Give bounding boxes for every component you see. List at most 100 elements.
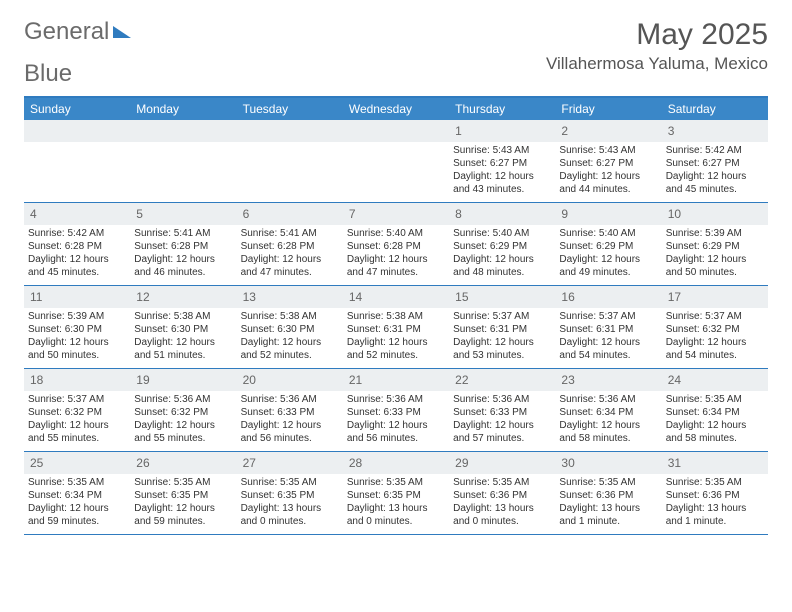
daylight-text: and 56 minutes. bbox=[347, 432, 445, 445]
sunrise-text: Sunrise: 5:36 AM bbox=[347, 393, 445, 406]
daylight-text: Daylight: 12 hours bbox=[666, 170, 764, 183]
sunrise-text: Sunrise: 5:35 AM bbox=[28, 476, 126, 489]
sunrise-text: Sunrise: 5:38 AM bbox=[134, 310, 232, 323]
day-cell: 27Sunrise: 5:35 AMSunset: 6:35 PMDayligh… bbox=[237, 452, 343, 534]
daylight-text: and 47 minutes. bbox=[347, 266, 445, 279]
daylight-text: Daylight: 13 hours bbox=[241, 502, 339, 515]
day-number-row: 2 bbox=[555, 120, 661, 142]
daylight-text: Daylight: 12 hours bbox=[134, 336, 232, 349]
daylight-text: and 58 minutes. bbox=[559, 432, 657, 445]
day-number: 5 bbox=[136, 207, 143, 221]
day-cell: 18Sunrise: 5:37 AMSunset: 6:32 PMDayligh… bbox=[24, 369, 130, 451]
sunrise-text: Sunrise: 5:38 AM bbox=[347, 310, 445, 323]
day-cell: 21Sunrise: 5:36 AMSunset: 6:33 PMDayligh… bbox=[343, 369, 449, 451]
daylight-text: and 45 minutes. bbox=[28, 266, 126, 279]
sunset-text: Sunset: 6:27 PM bbox=[666, 157, 764, 170]
day-number: 3 bbox=[668, 124, 675, 138]
day-cell: 12Sunrise: 5:38 AMSunset: 6:30 PMDayligh… bbox=[130, 286, 236, 368]
day-number: 25 bbox=[30, 456, 43, 470]
daylight-text: Daylight: 12 hours bbox=[28, 419, 126, 432]
sunset-text: Sunset: 6:36 PM bbox=[666, 489, 764, 502]
sunrise-text: Sunrise: 5:37 AM bbox=[453, 310, 551, 323]
day-number: 2 bbox=[561, 124, 568, 138]
day-number: 23 bbox=[561, 373, 574, 387]
day-number bbox=[349, 124, 352, 138]
daylight-text: Daylight: 12 hours bbox=[347, 419, 445, 432]
day-cell: 11Sunrise: 5:39 AMSunset: 6:30 PMDayligh… bbox=[24, 286, 130, 368]
sunrise-text: Sunrise: 5:35 AM bbox=[453, 476, 551, 489]
sunset-text: Sunset: 6:31 PM bbox=[347, 323, 445, 336]
day-number-row: 23 bbox=[555, 369, 661, 391]
weekday-header-row: SundayMondayTuesdayWednesdayThursdayFrid… bbox=[24, 98, 768, 120]
sunset-text: Sunset: 6:35 PM bbox=[134, 489, 232, 502]
daylight-text: and 0 minutes. bbox=[453, 515, 551, 528]
day-number bbox=[243, 124, 246, 138]
sunrise-text: Sunrise: 5:39 AM bbox=[28, 310, 126, 323]
weekday-header: Wednesday bbox=[343, 98, 449, 120]
day-cell: 30Sunrise: 5:35 AMSunset: 6:36 PMDayligh… bbox=[555, 452, 661, 534]
daylight-text: and 47 minutes. bbox=[241, 266, 339, 279]
day-number-row: 13 bbox=[237, 286, 343, 308]
daylight-text: Daylight: 12 hours bbox=[134, 502, 232, 515]
daylight-text: and 46 minutes. bbox=[134, 266, 232, 279]
daylight-text: and 43 minutes. bbox=[453, 183, 551, 196]
day-number: 28 bbox=[349, 456, 362, 470]
day-cell: 5Sunrise: 5:41 AMSunset: 6:28 PMDaylight… bbox=[130, 203, 236, 285]
daylight-text: Daylight: 12 hours bbox=[241, 336, 339, 349]
day-cell: 9Sunrise: 5:40 AMSunset: 6:29 PMDaylight… bbox=[555, 203, 661, 285]
daylight-text: Daylight: 12 hours bbox=[28, 253, 126, 266]
day-number: 27 bbox=[243, 456, 256, 470]
daylight-text: and 50 minutes. bbox=[666, 266, 764, 279]
sunrise-text: Sunrise: 5:35 AM bbox=[559, 476, 657, 489]
daylight-text: Daylight: 12 hours bbox=[28, 502, 126, 515]
sunrise-text: Sunrise: 5:37 AM bbox=[666, 310, 764, 323]
day-number: 24 bbox=[668, 373, 681, 387]
daylight-text: and 45 minutes. bbox=[666, 183, 764, 196]
day-cell: 20Sunrise: 5:36 AMSunset: 6:33 PMDayligh… bbox=[237, 369, 343, 451]
day-cell: 2Sunrise: 5:43 AMSunset: 6:27 PMDaylight… bbox=[555, 120, 661, 202]
day-cell bbox=[343, 120, 449, 202]
daylight-text: and 56 minutes. bbox=[241, 432, 339, 445]
day-number-row bbox=[343, 120, 449, 142]
sunrise-text: Sunrise: 5:43 AM bbox=[559, 144, 657, 157]
sunrise-text: Sunrise: 5:36 AM bbox=[134, 393, 232, 406]
weekday-header: Monday bbox=[130, 98, 236, 120]
day-number-row: 6 bbox=[237, 203, 343, 225]
week-row: 1 Sunrise: 5:43 AM Sunset: 6:27 PMDaylight… bbox=[24, 120, 768, 203]
logo: General bbox=[24, 18, 131, 46]
sunrise-text: Sunrise: 5:40 AM bbox=[453, 227, 551, 240]
sunset-text: Sunset: 6:29 PM bbox=[559, 240, 657, 253]
day-number: 13 bbox=[243, 290, 256, 304]
sunrise-text: Sunrise: 5:42 AM bbox=[28, 227, 126, 240]
month-title: May 2025 bbox=[546, 18, 768, 52]
day-number: 21 bbox=[349, 373, 362, 387]
sunset-text: Sunset: 6:34 PM bbox=[28, 489, 126, 502]
daylight-text: and 57 minutes. bbox=[453, 432, 551, 445]
sunrise-text: Sunrise: 5:37 AM bbox=[559, 310, 657, 323]
day-number: 1 bbox=[455, 124, 462, 138]
day-cell: 13Sunrise: 5:38 AMSunset: 6:30 PMDayligh… bbox=[237, 286, 343, 368]
day-number: 4 bbox=[30, 207, 37, 221]
day-cell bbox=[237, 120, 343, 202]
day-number: 8 bbox=[455, 207, 462, 221]
daylight-text: and 53 minutes. bbox=[453, 349, 551, 362]
daylight-text: Daylight: 12 hours bbox=[559, 336, 657, 349]
day-number: 12 bbox=[136, 290, 149, 304]
weeks-container: 1Sunrise: 5:43 AMSunset: 6:27 PMDaylight… bbox=[24, 120, 768, 535]
day-cell bbox=[130, 120, 236, 202]
day-cell: 29Sunrise: 5:35 AMSunset: 6:36 PMDayligh… bbox=[449, 452, 555, 534]
day-number: 20 bbox=[243, 373, 256, 387]
daylight-text: Daylight: 12 hours bbox=[666, 336, 764, 349]
sunset-text: Sunset: 6:35 PM bbox=[347, 489, 445, 502]
day-number-row: 18 bbox=[24, 369, 130, 391]
sunset-text: Sunset: 6:32 PM bbox=[134, 406, 232, 419]
day-number: 31 bbox=[668, 456, 681, 470]
sunrise-text: Sunrise: 5:43 AM bbox=[453, 144, 551, 157]
daylight-text: and 52 minutes. bbox=[347, 349, 445, 362]
weekday-header: Thursday bbox=[449, 98, 555, 120]
sunrise-text: Sunrise: 5:41 AM bbox=[134, 227, 232, 240]
sunrise-text: Sunrise: 5:36 AM bbox=[559, 393, 657, 406]
day-number: 26 bbox=[136, 456, 149, 470]
day-cell: 3Sunrise: 5:42 AMSunset: 6:27 PMDaylight… bbox=[662, 120, 768, 202]
day-cell: 16Sunrise: 5:37 AMSunset: 6:31 PMDayligh… bbox=[555, 286, 661, 368]
